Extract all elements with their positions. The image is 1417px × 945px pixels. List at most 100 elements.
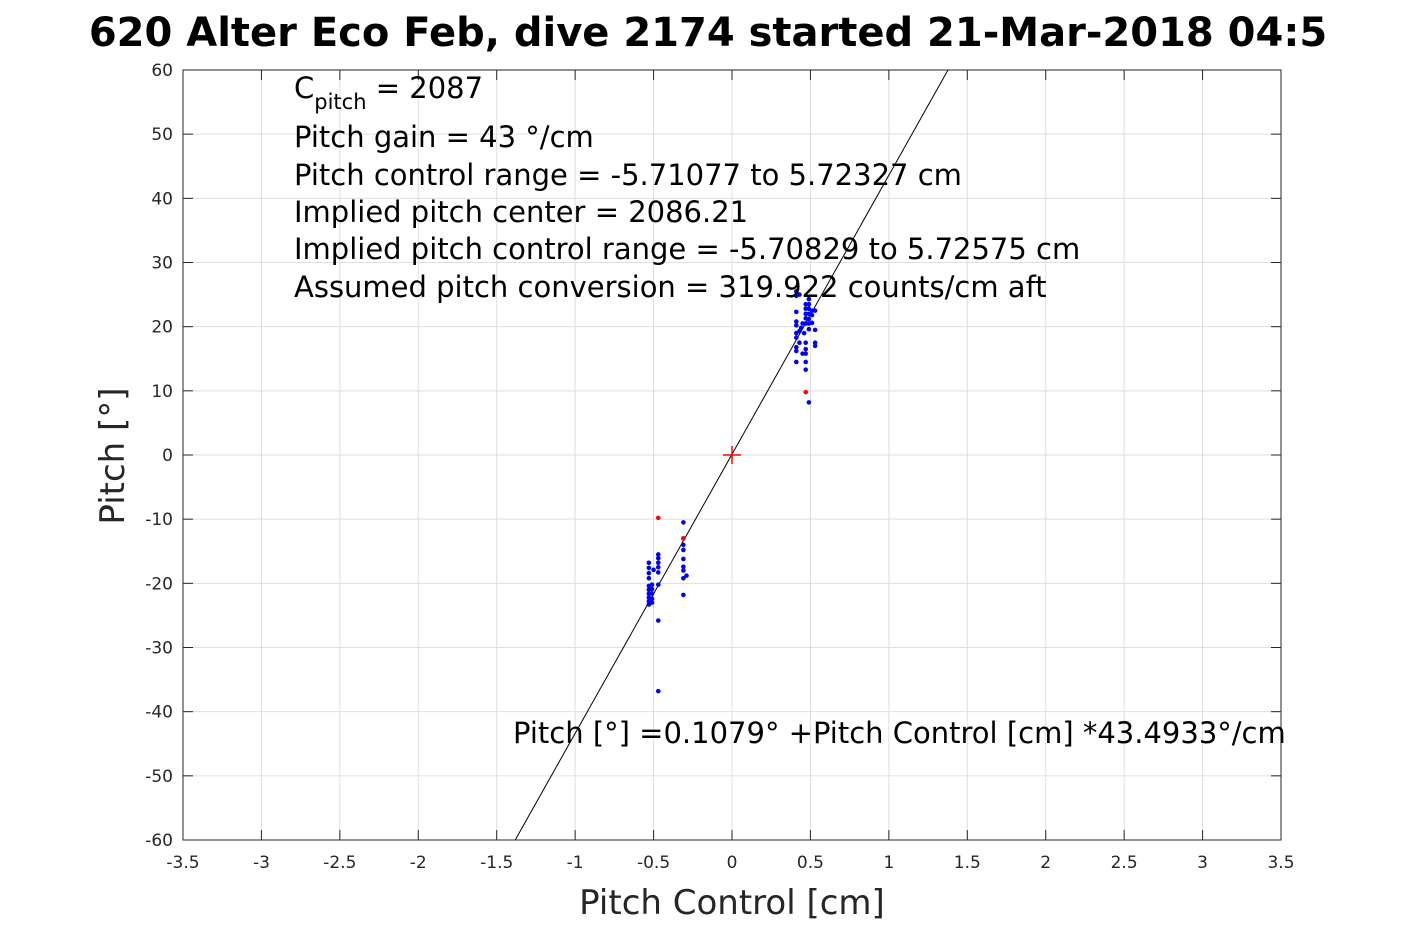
x-tick-label: -2 (410, 853, 427, 873)
center-marker-group (723, 446, 741, 464)
x-tick-label: 0 (727, 853, 738, 873)
y-tick-label: 30 (151, 254, 173, 274)
data-point (681, 564, 686, 569)
y-axis-label: Pitch [°] (93, 387, 133, 524)
data-point (681, 592, 686, 598)
y-tick-labels: -60 -50 -40 -30 -20 -10 0 10 20 30 40 50 60 (145, 61, 173, 851)
y-tick-label: 20 (151, 318, 173, 338)
x-tick-label: -1.5 (480, 853, 513, 873)
chart-title: 620 Alter Eco Feb, dive 2174 started 21-… (89, 10, 1327, 56)
data-point (681, 520, 686, 525)
y-tick-label: 10 (151, 382, 173, 402)
data-points (646, 289, 818, 694)
data-point (655, 570, 661, 575)
data-point (681, 568, 686, 573)
data-point (681, 575, 686, 581)
data-point (803, 346, 809, 352)
data-point (649, 586, 655, 592)
c-pitch-value: = 2087 (367, 71, 484, 105)
data-point (794, 348, 799, 354)
data-point (649, 591, 655, 596)
data-point (655, 582, 661, 587)
x-axis-label: Pitch Control [cm] (579, 883, 885, 923)
data-point (684, 573, 689, 578)
y-tick-label: -20 (145, 574, 173, 594)
y-tick-label: -50 (145, 767, 173, 787)
implied-pitch-center-annotation: Implied pitch center = 2086.21 (294, 195, 748, 229)
data-point (803, 359, 809, 365)
data-point (649, 582, 655, 587)
y-tick-label: 60 (151, 61, 173, 81)
x-tick-label: 1 (883, 853, 894, 873)
x-tick-label: -0.5 (637, 853, 670, 873)
y-tick-label: 50 (151, 125, 173, 145)
implied-pitch-range-annotation: Implied pitch control range = -5.70829 t… (294, 232, 1080, 266)
data-point (801, 330, 807, 336)
y-tick-label: -10 (145, 510, 173, 530)
x-tick-label: -1 (567, 853, 584, 873)
data-point (794, 323, 799, 328)
data-point (655, 564, 661, 570)
data-point (655, 560, 661, 566)
y-tick-label: 0 (162, 446, 173, 466)
data-point (655, 515, 661, 521)
data-point (651, 567, 656, 573)
y-tick-label: -40 (145, 703, 173, 723)
x-tick-label: -3.5 (166, 853, 199, 873)
plot-area (182, 69, 1282, 841)
data-point (681, 556, 686, 562)
data-point (806, 301, 812, 307)
x-tick-label: -3 (253, 853, 270, 873)
pitch-gain-annotation: Pitch gain = 43 °/cm (294, 120, 594, 154)
x-tick-labels: -3.5 -3 -2.5 -2 -1.5 -1 -0.5 0 0.5 1 1.5 2 2.5 3 3.5 (166, 853, 1294, 873)
data-point (803, 340, 809, 346)
data-point (794, 289, 799, 294)
data-point (681, 542, 686, 548)
data-point (646, 575, 652, 581)
data-point (681, 547, 686, 553)
data-point (806, 316, 812, 322)
data-point (646, 570, 652, 576)
data-point (794, 344, 799, 350)
x-tick-label: -2.5 (323, 853, 356, 873)
x-tick-label: 2 (1040, 853, 1051, 873)
data-point (655, 688, 661, 694)
x-tick-label: 0.5 (797, 853, 824, 873)
data-point (812, 308, 818, 313)
x-tick-label: 1.5 (954, 853, 981, 873)
data-point (649, 596, 655, 602)
data-point (794, 319, 799, 324)
data-point (803, 367, 809, 372)
data-point (797, 292, 802, 297)
data-point (794, 335, 799, 340)
y-tick-label: -60 (145, 831, 173, 851)
data-point (809, 320, 815, 326)
data-point (812, 340, 818, 346)
c-pitch-subscript: pitch (314, 90, 366, 114)
y-tick-label: -30 (145, 639, 173, 659)
x-tick-label: 2.5 (1111, 853, 1138, 873)
y-tick-label: 40 (151, 189, 173, 209)
data-point (681, 536, 686, 541)
data-point (803, 351, 809, 356)
data-point (812, 327, 818, 333)
data-point (797, 340, 802, 346)
data-point (798, 325, 804, 331)
data-point (655, 556, 661, 561)
assumed-pitch-conversion-annotation: Assumed pitch conversion = 319.922 count… (294, 270, 1047, 304)
data-point (794, 309, 799, 315)
data-point (806, 296, 812, 302)
data-point (655, 552, 661, 557)
annotation-block: Cpitch = 2087 Pitch gain = 43 °/cm Pitch… (294, 71, 1080, 304)
data-point (646, 560, 652, 566)
pitch-control-range-annotation: Pitch control range = -5.71077 to 5.7232… (294, 158, 962, 192)
c-pitch-main: C (294, 71, 314, 105)
data-point (646, 565, 652, 571)
c-pitch-annotation: Cpitch = 2087 (294, 71, 483, 114)
data-point (809, 312, 815, 318)
data-point (655, 618, 661, 623)
data-point (806, 326, 812, 332)
data-point (803, 389, 809, 395)
